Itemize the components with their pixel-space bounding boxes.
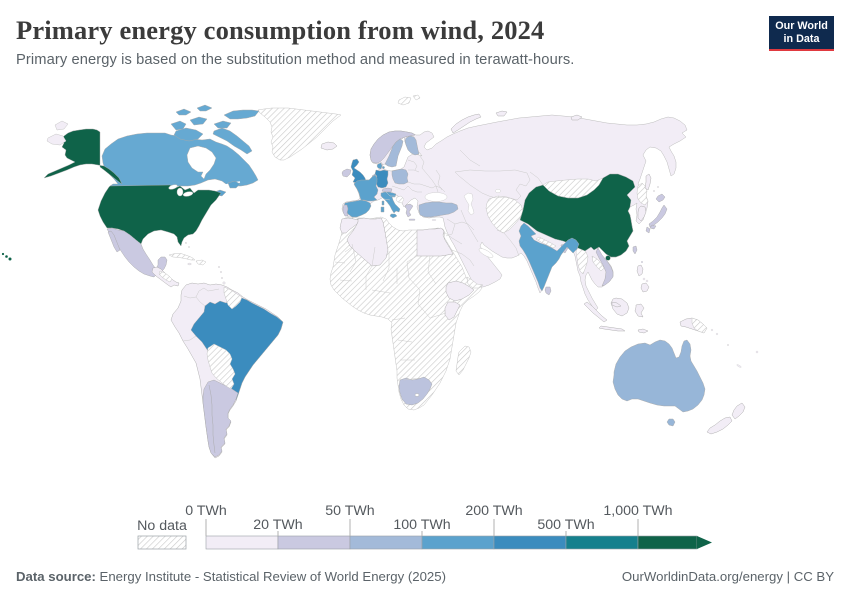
svg-text:0 TWh: 0 TWh (185, 503, 227, 519)
svg-text:100 TWh: 100 TWh (393, 517, 450, 533)
svg-text:500 TWh: 500 TWh (537, 517, 594, 533)
svg-text:50 TWh: 50 TWh (325, 503, 374, 519)
svg-text:20 TWh: 20 TWh (253, 517, 302, 533)
svg-text:200 TWh: 200 TWh (465, 503, 522, 519)
svg-text:No data: No data (137, 518, 187, 534)
svg-text:1,000 TWh: 1,000 TWh (603, 503, 672, 519)
